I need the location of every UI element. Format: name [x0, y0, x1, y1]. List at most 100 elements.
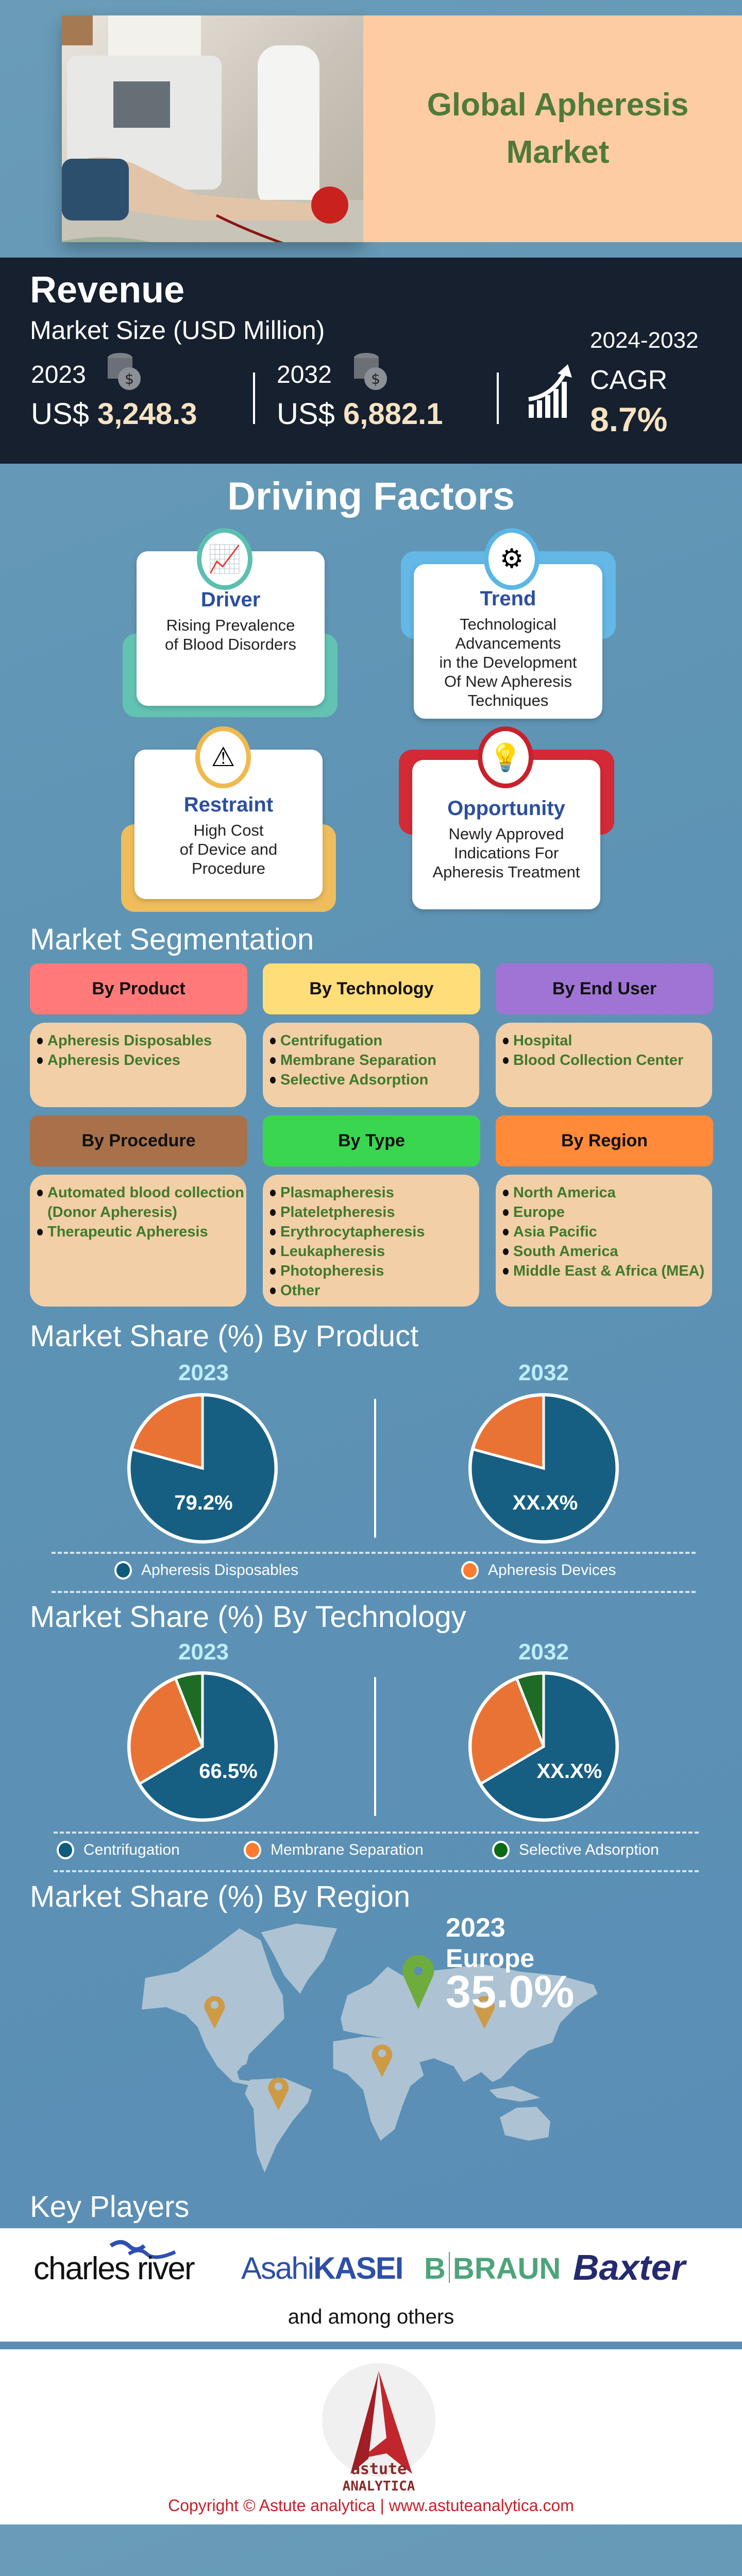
south-america-shape — [245, 2078, 312, 2173]
mea-pin-icon — [372, 2044, 393, 2077]
climbing-gear-icon: ⚙ — [484, 528, 539, 590]
title-line-1: Global Apheresis — [427, 87, 689, 123]
opportunity-desc: Newly Approved Indications For Apheresis… — [432, 825, 580, 881]
segment-item: Apheresis Devices — [37, 1050, 246, 1070]
revenue-2032: US$ 6,882.1 — [277, 397, 443, 431]
trend-card: Trend Technological Advancements in the … — [414, 564, 602, 719]
divider-band — [0, 2342, 742, 2349]
product-pie-2032 — [468, 1393, 619, 1544]
segment-item: Photopheresis — [270, 1261, 479, 1281]
legend-label: Apheresis Devices — [488, 1562, 616, 1579]
cagr-period: 2024-2032 — [590, 328, 699, 353]
hero-photo — [62, 15, 363, 242]
segment-item: North America — [503, 1183, 712, 1202]
legend-swatch — [114, 1561, 132, 1580]
title-line-2: Market — [506, 134, 610, 170]
pie-label: XX.X% — [512, 1492, 578, 1514]
segment-item: Apheresis Disposables — [37, 1031, 246, 1050]
divider — [497, 372, 499, 424]
driver-title: Driver — [200, 588, 261, 611]
segment-item: Blood Collection Center — [503, 1050, 712, 1070]
market-size-label: Market Size (USD Million) — [30, 316, 325, 345]
pie-slice-membrane-separation — [469, 1676, 546, 1786]
pie-slice-centrifugation — [138, 1672, 277, 1821]
growth-chart-icon — [528, 364, 572, 418]
segmentation-title: Market Segmentation — [30, 923, 314, 956]
cagr-label: CAGR — [590, 365, 668, 395]
pie-slice-apheresis-disposables — [128, 1394, 277, 1543]
north-america-pin-icon — [204, 1996, 225, 2029]
legend-swatch — [461, 1561, 479, 1580]
restraint-desc: High Cost of Device and Procedure — [179, 821, 278, 877]
dashed-divider — [54, 1870, 699, 1872]
trend-desc: Technological Advancements in the Develo… — [439, 615, 577, 709]
charles-river-wave-logo — [109, 2240, 176, 2259]
legend-label: Centrifugation — [83, 1841, 180, 1858]
revenue-2023: US$ 3,248.3 — [31, 397, 197, 431]
currency-prefix: US$ — [31, 397, 89, 431]
pie-slice-selective-adsorption — [515, 1672, 545, 1747]
currency-prefix: US$ — [277, 397, 335, 431]
page-title: Global Apheresis Market — [363, 15, 742, 242]
pie-label: 66.5% — [199, 1760, 258, 1783]
trend-title: Trend — [480, 587, 536, 610]
segment-item: Asia Pacific — [503, 1222, 712, 1242]
technology-share-title: Market Share (%) By Technology — [30, 1600, 466, 1634]
segment-item: Other — [270, 1281, 479, 1300]
year-2032: 2032 — [277, 361, 332, 388]
technology-pie-2023 — [127, 1671, 278, 1822]
segment-header: By End User — [496, 963, 713, 1014]
segment-header: By Region — [496, 1115, 713, 1166]
pie-slice-membrane-separation — [128, 1676, 205, 1786]
pie-year-2032: 2032 — [518, 1360, 569, 1385]
coins-icon: $ — [108, 353, 141, 390]
legend-label: Apheresis Disposables — [141, 1562, 299, 1579]
svg-text:$: $ — [371, 370, 380, 387]
svg-text:$: $ — [125, 370, 134, 387]
legend-label: Membrane Separation — [271, 1841, 424, 1858]
logo-name-1: astute — [351, 2460, 407, 2478]
south-america-pin-icon — [268, 2077, 289, 2111]
legend-item: Apheresis Devices — [461, 1561, 616, 1580]
segment-item: Europe — [503, 1202, 712, 1222]
technology-pie-2032 — [468, 1671, 619, 1822]
southeast-asia-shape — [489, 2086, 541, 2102]
europe-pin-icon — [402, 1955, 434, 2009]
region-share-title: Market Share (%) By Region — [30, 1880, 411, 1913]
pie-label: XX.X% — [536, 1760, 602, 1783]
revenue-2032-value: 6,882.1 — [343, 397, 443, 431]
greenland-shape — [261, 1923, 338, 1994]
divider — [374, 1399, 376, 1538]
driving-factors-title: Driving Factors — [227, 474, 515, 518]
dashed-divider — [52, 1552, 696, 1554]
australia-shape — [500, 2107, 550, 2141]
opportunity-title: Opportunity — [447, 797, 565, 820]
legend-label: Selective Adsorption — [519, 1841, 659, 1858]
segment-item: Plasmapheresis — [270, 1183, 479, 1202]
pie-slice-apheresis-devices — [471, 1394, 545, 1470]
segment-item: Therapeutic Apheresis — [37, 1222, 246, 1242]
growth-chart-icon: 📈 — [197, 528, 252, 590]
map-pins — [204, 1955, 495, 2111]
segment-item: Hospital — [503, 1031, 712, 1050]
pie-slice-apheresis-devices — [130, 1394, 204, 1470]
others-note: and among others — [288, 2306, 454, 2328]
segment-item: Automated blood collection (Donor Aphere… — [37, 1183, 246, 1222]
divider — [253, 372, 255, 424]
dashed-divider — [52, 1591, 696, 1593]
coins-icon: $ — [354, 353, 387, 390]
cagr-value: 8.7% — [590, 400, 668, 438]
year-2023: 2023 — [31, 361, 86, 388]
pie-slice-selective-adsorption — [174, 1672, 204, 1747]
segment-header: By Type — [263, 1115, 480, 1166]
legend-item: Apheresis Disposables — [114, 1561, 298, 1580]
asia-pacific-pin-icon — [474, 1996, 495, 2029]
region-value: 35.0% — [446, 1966, 575, 2017]
product-pie-2023 — [127, 1393, 278, 1544]
segment-item: South America — [503, 1242, 712, 1261]
logo-name-2: ANALYTICA — [343, 2479, 415, 2494]
segment-item: Erythrocytapheresis — [270, 1222, 479, 1242]
opportunity-card: Opportunity Newly Approved Indications F… — [412, 760, 600, 909]
segment-header: By Product — [30, 963, 247, 1014]
segment-item: Plateletpheresis — [270, 1202, 479, 1222]
